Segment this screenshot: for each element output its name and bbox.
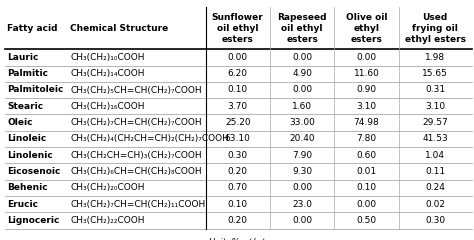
Text: 0.60: 0.60 (356, 151, 377, 160)
Text: Stearic: Stearic (7, 102, 43, 111)
Text: 0.30: 0.30 (425, 216, 445, 225)
Text: 9.30: 9.30 (292, 167, 312, 176)
Text: 0.02: 0.02 (425, 200, 445, 209)
Text: 0.00: 0.00 (292, 85, 312, 95)
Text: 0.30: 0.30 (228, 151, 248, 160)
Text: Behenic: Behenic (7, 183, 48, 192)
Text: Lignoceric: Lignoceric (7, 216, 59, 225)
Text: Unit: % wt/wt: Unit: % wt/wt (209, 237, 265, 240)
Text: 0.00: 0.00 (228, 53, 248, 62)
Text: 0.01: 0.01 (356, 167, 377, 176)
Text: 1.04: 1.04 (425, 151, 445, 160)
Text: 7.80: 7.80 (356, 134, 377, 144)
Text: 0.10: 0.10 (356, 183, 377, 192)
Text: 4.90: 4.90 (292, 69, 312, 78)
Text: Rapeseed
oil ethyl
esters: Rapeseed oil ethyl esters (277, 13, 327, 44)
Text: Palmitic: Palmitic (7, 69, 48, 78)
Text: 1.60: 1.60 (292, 102, 312, 111)
Text: 15.65: 15.65 (422, 69, 448, 78)
Text: 0.20: 0.20 (228, 216, 248, 225)
Text: Erucic: Erucic (7, 200, 38, 209)
Text: CH₃(CH₂)₄(CH₂CH=CH)₂(CH₂)₇COOH: CH₃(CH₂)₄(CH₂CH=CH)₂(CH₂)₇COOH (70, 134, 229, 144)
Text: 29.57: 29.57 (422, 118, 448, 127)
Text: CH₃(CH₂)₇CH=CH(CH₂)₁₁COOH: CH₃(CH₂)₇CH=CH(CH₂)₁₁COOH (70, 200, 205, 209)
Text: Used
frying oil
ethyl esters: Used frying oil ethyl esters (405, 13, 466, 44)
Text: 0.20: 0.20 (228, 167, 248, 176)
Text: 7.90: 7.90 (292, 151, 312, 160)
Text: CH₃(CH₂CH=CH)₃(CH₂)₇COOH: CH₃(CH₂CH=CH)₃(CH₂)₇COOH (70, 151, 202, 160)
Text: Olive oil
ethyl
esters: Olive oil ethyl esters (346, 13, 387, 44)
Text: Fatty acid: Fatty acid (7, 24, 58, 33)
Text: 3.10: 3.10 (425, 102, 445, 111)
Text: Linoleic: Linoleic (7, 134, 46, 144)
Text: 41.53: 41.53 (422, 134, 448, 144)
Text: 74.98: 74.98 (354, 118, 380, 127)
Text: CH₃(CH₂)₇CH=CH(CH₂)₇COOH: CH₃(CH₂)₇CH=CH(CH₂)₇COOH (70, 118, 202, 127)
Text: 0.00: 0.00 (292, 216, 312, 225)
Text: 0.31: 0.31 (425, 85, 445, 95)
Text: CH₃(CH₂)₅CH=CH(CH₂)₇COOH: CH₃(CH₂)₅CH=CH(CH₂)₇COOH (70, 85, 202, 95)
Text: Eicosenoic: Eicosenoic (7, 167, 61, 176)
Text: 0.10: 0.10 (228, 85, 248, 95)
Text: CH₃(CH₂)₂₂COOH: CH₃(CH₂)₂₂COOH (70, 216, 145, 225)
Text: Chemical Structure: Chemical Structure (70, 24, 168, 33)
Text: 3.70: 3.70 (228, 102, 248, 111)
Text: 6.20: 6.20 (228, 69, 248, 78)
Text: 0.90: 0.90 (356, 85, 377, 95)
Text: 0.00: 0.00 (292, 183, 312, 192)
Text: Sunflower
oil ethyl
esters: Sunflower oil ethyl esters (212, 13, 264, 44)
Text: 0.00: 0.00 (356, 53, 377, 62)
Text: 0.10: 0.10 (228, 200, 248, 209)
Text: 0.00: 0.00 (356, 200, 377, 209)
Text: 1.98: 1.98 (425, 53, 445, 62)
Text: CH₃(CH₂)₆CH=CH(CH₂)₈COOH: CH₃(CH₂)₆CH=CH(CH₂)₈COOH (70, 167, 202, 176)
Text: Linolenic: Linolenic (7, 151, 53, 160)
Text: CH₃(CH₂)₂₀COOH: CH₃(CH₂)₂₀COOH (70, 183, 145, 192)
Text: CH₃(CH₂)₁₆COOH: CH₃(CH₂)₁₆COOH (70, 102, 145, 111)
Text: Palmitoleic: Palmitoleic (7, 85, 64, 95)
Text: 33.00: 33.00 (289, 118, 315, 127)
Text: 11.60: 11.60 (354, 69, 380, 78)
Text: 25.20: 25.20 (225, 118, 251, 127)
Text: Oleic: Oleic (7, 118, 33, 127)
Text: 3.10: 3.10 (356, 102, 377, 111)
Text: 20.40: 20.40 (289, 134, 315, 144)
Text: 63.10: 63.10 (225, 134, 251, 144)
Text: 23.0: 23.0 (292, 200, 312, 209)
Text: 0.50: 0.50 (356, 216, 377, 225)
Text: 0.70: 0.70 (228, 183, 248, 192)
Text: 0.24: 0.24 (425, 183, 445, 192)
Text: CH₃(CH₂)₁₄COOH: CH₃(CH₂)₁₄COOH (70, 69, 145, 78)
Text: 0.00: 0.00 (292, 53, 312, 62)
Text: Lauric: Lauric (7, 53, 38, 62)
Text: CH₃(CH₂)₁₀COOH: CH₃(CH₂)₁₀COOH (70, 53, 145, 62)
Text: 0.11: 0.11 (425, 167, 445, 176)
